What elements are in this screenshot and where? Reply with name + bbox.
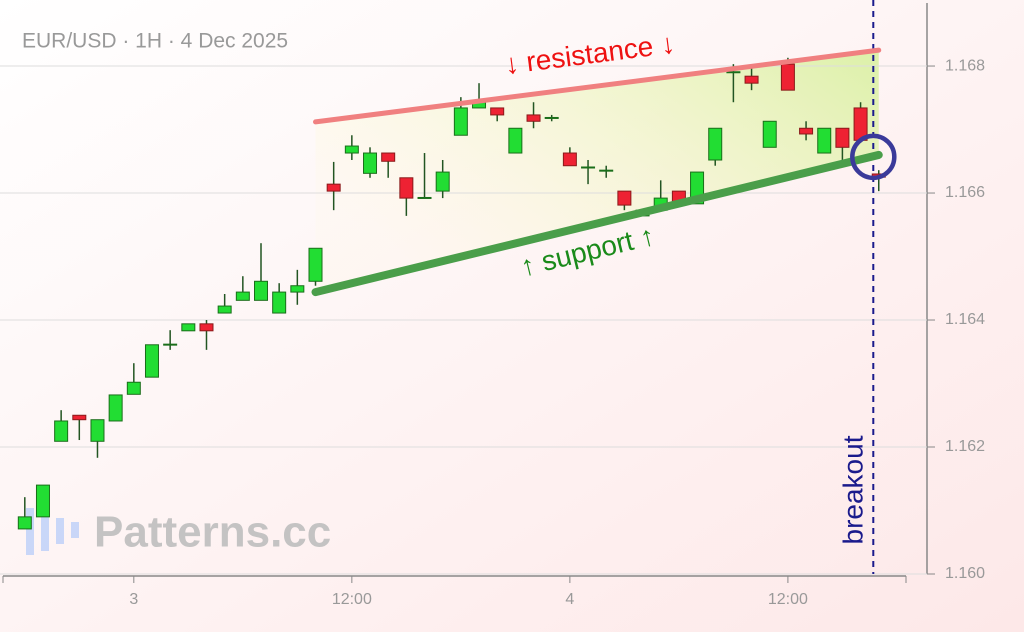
candle-body	[254, 280, 268, 301]
candle-body	[199, 323, 214, 332]
candle-body	[72, 414, 87, 421]
breakout-label: breakout	[837, 435, 868, 544]
breakout-marker	[850, 133, 897, 181]
candle-body	[599, 169, 614, 172]
candle-body	[163, 343, 178, 346]
candle-body	[799, 127, 814, 135]
x-tick-label: 3	[129, 591, 138, 608]
candle-body	[235, 291, 250, 301]
candle-body	[272, 291, 287, 314]
candle-body	[726, 71, 741, 74]
resistance-line	[313, 47, 882, 125]
candle-body	[490, 107, 505, 116]
candle-body	[181, 323, 196, 332]
candle-body	[435, 171, 450, 192]
candle-body	[762, 120, 777, 148]
candle-body	[780, 63, 795, 91]
candle-body	[108, 394, 123, 422]
candle-body	[326, 183, 341, 192]
x-tick-label: 12:00	[332, 591, 372, 608]
candle-body	[144, 344, 159, 378]
candle-body	[835, 127, 850, 148]
candle-body	[363, 152, 378, 174]
x-tick-label: 4	[565, 591, 574, 608]
watermark: Patterns.cc	[94, 508, 331, 557]
candle-body	[381, 152, 396, 162]
candle-body	[526, 114, 541, 122]
candle-body	[581, 166, 596, 169]
candle-body	[344, 145, 359, 154]
x-tick-label: 12:00	[768, 591, 808, 608]
candle-body	[126, 381, 141, 395]
candle-body	[817, 127, 832, 154]
candle-body	[417, 196, 432, 199]
candle-body	[508, 127, 523, 154]
y-tick-label: 1.162	[945, 438, 985, 455]
chart-title: EUR/USD · 1H · 4 Dec 2025	[22, 30, 288, 53]
candle-body	[90, 419, 105, 442]
support-line	[311, 150, 883, 297]
candle-body	[17, 516, 32, 530]
y-tick-label: 1.164	[945, 311, 985, 328]
candle-body	[399, 177, 414, 199]
candle-body	[617, 190, 632, 206]
y-tick-label: 1.166	[945, 184, 985, 201]
watermark-icon	[26, 508, 79, 555]
candle-body	[744, 75, 759, 84]
candle-body	[290, 285, 305, 293]
candle-body	[217, 305, 232, 314]
candle-body	[35, 484, 50, 518]
candle-body	[562, 152, 577, 167]
candle-body	[54, 420, 69, 442]
candle-body	[708, 127, 723, 161]
candle-body	[308, 247, 323, 282]
candle-body	[544, 116, 559, 119]
y-tick-label: 1.160	[945, 565, 985, 582]
candle-body	[453, 107, 468, 136]
y-tick-label: 1.168	[945, 57, 985, 74]
